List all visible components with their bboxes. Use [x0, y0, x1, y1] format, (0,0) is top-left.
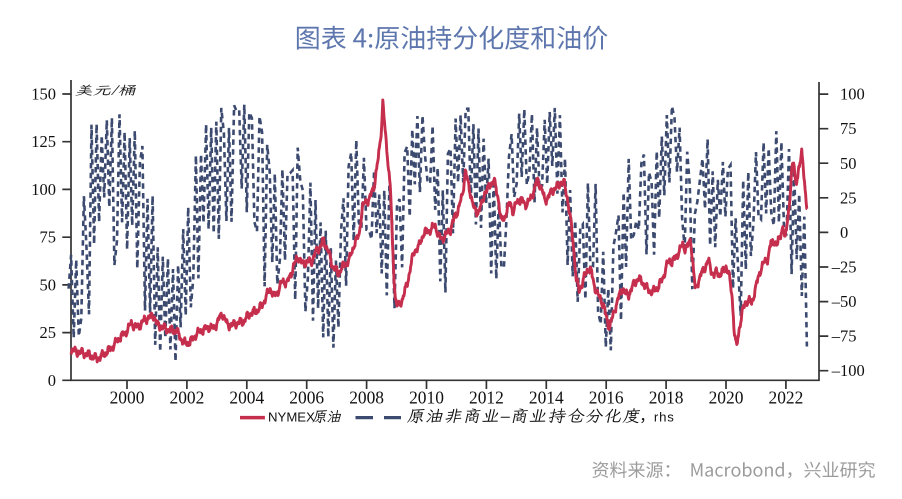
svg-text:2000: 2000: [110, 388, 145, 408]
svg-text:0: 0: [840, 223, 848, 242]
svg-text:75: 75: [40, 228, 57, 247]
svg-text:25: 25: [40, 323, 57, 342]
svg-text:50: 50: [40, 275, 57, 294]
svg-text:2020: 2020: [709, 388, 744, 408]
svg-text:2016: 2016: [589, 388, 624, 408]
svg-text:0: 0: [48, 371, 56, 390]
svg-text:2014: 2014: [529, 388, 564, 408]
svg-text:–50: –50: [831, 292, 857, 311]
svg-text:2004: 2004: [229, 388, 264, 408]
svg-text:rhs: rhs: [654, 410, 675, 425]
svg-text:2018: 2018: [649, 388, 684, 408]
svg-text:25: 25: [840, 188, 857, 207]
svg-text:75: 75: [840, 119, 857, 138]
svg-text:100: 100: [31, 180, 56, 199]
svg-text:100: 100: [840, 85, 865, 104]
svg-text:2010: 2010: [409, 388, 444, 408]
svg-text:50: 50: [840, 154, 857, 173]
svg-text:–75: –75: [831, 327, 857, 346]
svg-text:2012: 2012: [469, 388, 504, 408]
svg-text:125: 125: [31, 132, 56, 151]
svg-text:2002: 2002: [170, 388, 205, 408]
svg-text:2022: 2022: [769, 388, 804, 408]
svg-text:2006: 2006: [289, 388, 324, 408]
svg-text:150: 150: [31, 85, 56, 104]
svg-text:NYMEX: NYMEX: [268, 410, 315, 425]
svg-text:–25: –25: [831, 258, 857, 277]
svg-text:–100: –100: [831, 361, 865, 380]
svg-text:2008: 2008: [349, 388, 384, 408]
